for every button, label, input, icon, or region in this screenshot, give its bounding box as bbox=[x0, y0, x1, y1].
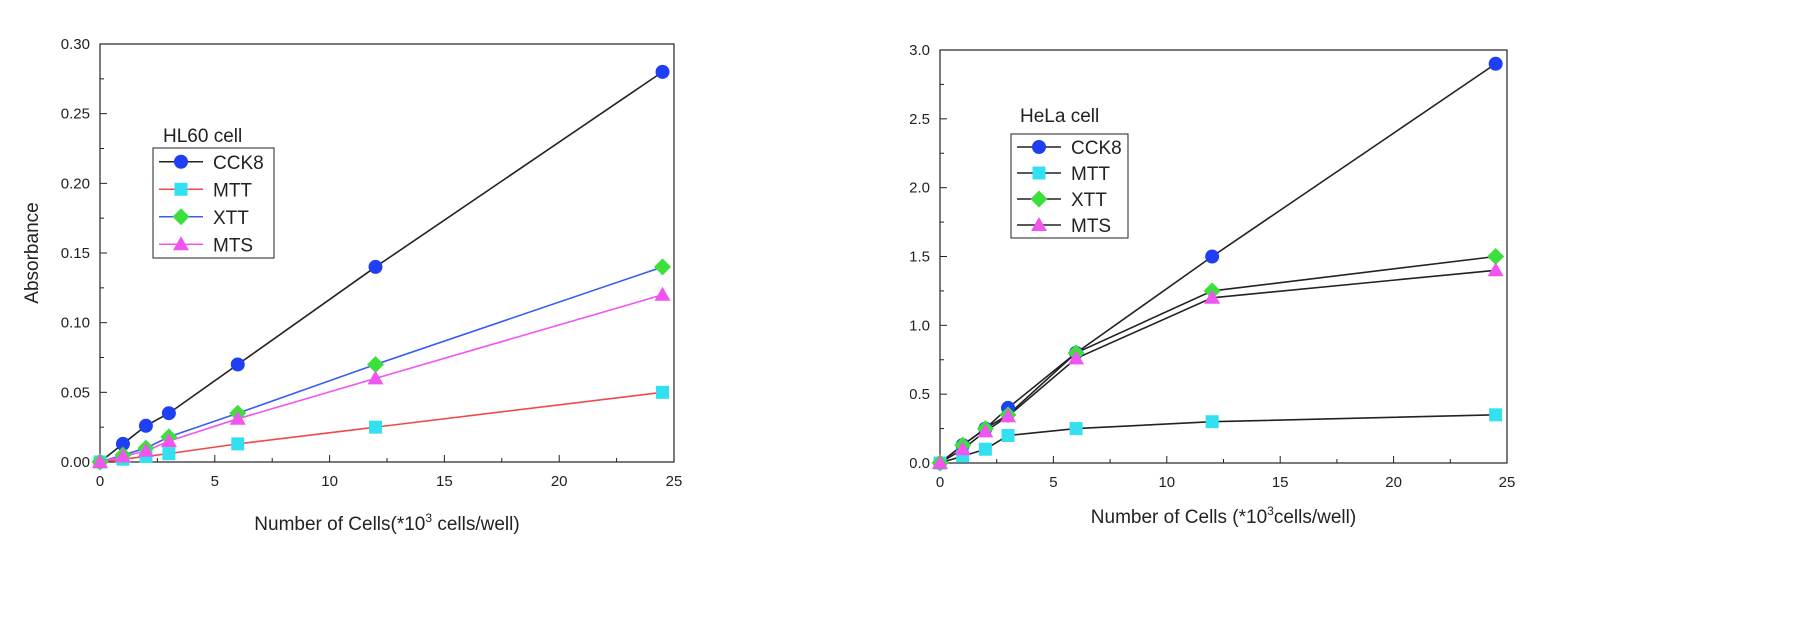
series-points-mts bbox=[932, 262, 1504, 469]
x-tick-label: 20 bbox=[551, 473, 568, 490]
data-point-mts bbox=[137, 442, 154, 457]
legend-label-mts: MTS bbox=[213, 235, 253, 256]
y-tick-label: 0.15 bbox=[61, 245, 90, 262]
data-point-mtt bbox=[369, 420, 383, 434]
x-tick-label: 20 bbox=[1385, 474, 1402, 491]
data-point-cck8 bbox=[138, 418, 153, 433]
data-point-mts bbox=[114, 448, 131, 463]
data-point-mts bbox=[92, 454, 108, 468]
data-point-xtt bbox=[654, 258, 672, 276]
data-point-mts bbox=[229, 410, 246, 425]
y-axis-title: Absorbance bbox=[22, 202, 43, 303]
legend-marker-mts bbox=[1031, 217, 1047, 231]
y-tick-label: 1.0 bbox=[910, 317, 930, 334]
legend-marker-mtt bbox=[174, 182, 188, 196]
x-tick-label: 25 bbox=[1499, 474, 1516, 491]
data-point-mts bbox=[932, 455, 948, 469]
chart-hela: 0 5 10 15 20 25 0.0 0.5 1.0 1.5 2.0 2.5 3.0 Number of… bbox=[910, 42, 1516, 528]
y-tick-label: 0.5 bbox=[910, 386, 930, 403]
data-point-mtt bbox=[231, 437, 245, 451]
data-point-xtt bbox=[367, 355, 385, 373]
series-points-mtt bbox=[93, 385, 670, 469]
data-point-mtt bbox=[1205, 415, 1219, 429]
data-point-mts bbox=[954, 441, 971, 456]
data-point-mts bbox=[977, 423, 994, 438]
legend-label-mtt: MTT bbox=[1071, 164, 1110, 185]
data-point-mts bbox=[1487, 262, 1504, 277]
data-point-mtt bbox=[1001, 428, 1015, 442]
y-tick-label: 0.10 bbox=[61, 315, 90, 332]
chart-hl60: 0 5 10 15 20 25 0.00 0.05 0.10 0.15 0.20 0.25 0.30 Nu… bbox=[22, 36, 683, 535]
data-point-mts bbox=[654, 286, 671, 301]
chart-panel-hela: 0 5 10 15 20 25 0.0 0.5 1.0 1.5 2.0 2.5 3.0 Number of… bbox=[910, 0, 1794, 642]
legend-label-xtt: XTT bbox=[213, 208, 249, 229]
series-points-xtt bbox=[931, 248, 1505, 472]
legend-box bbox=[1010, 133, 1129, 239]
x-tick-label: 5 bbox=[1049, 474, 1057, 491]
data-point-xtt bbox=[1487, 248, 1505, 265]
legend-marker-cck8 bbox=[174, 154, 188, 169]
legend-marker-cck8 bbox=[1032, 140, 1046, 154]
x-tick-label: 25 bbox=[666, 473, 683, 490]
legend-label-cck8: CCK8 bbox=[213, 153, 264, 174]
x-tick-label: 0 bbox=[96, 473, 104, 490]
legend-marker-xtt bbox=[172, 208, 190, 226]
data-point-cck8 bbox=[1205, 249, 1220, 264]
data-point-mtt bbox=[1069, 422, 1083, 436]
legend-marker-xtt bbox=[1030, 190, 1048, 208]
y-tick-label: 0.0 bbox=[910, 455, 930, 472]
legend-title: HL60 cell bbox=[163, 126, 242, 147]
legend-label-mts: MTS bbox=[1071, 216, 1111, 237]
data-point-cck8 bbox=[368, 259, 383, 274]
x-tick-label: 5 bbox=[211, 473, 219, 490]
legend-title: HeLa cell bbox=[1020, 106, 1099, 127]
legend-label-xtt: XTT bbox=[1071, 190, 1107, 211]
data-point-mts bbox=[1068, 350, 1085, 365]
chart-panel-hl60: 0 5 10 15 20 25 0.00 0.05 0.10 0.15 0.20 0.25 0.30 Nu… bbox=[0, 0, 880, 642]
y-tick-label: 1.5 bbox=[910, 249, 930, 266]
series-line-xtt bbox=[939, 255, 1496, 464]
data-point-cck8 bbox=[115, 436, 130, 451]
legend-marker-mtt bbox=[1032, 166, 1046, 180]
legend-box bbox=[152, 147, 275, 259]
legend-label-mtt: MTT bbox=[213, 180, 252, 201]
legend-label-cck8: CCK8 bbox=[1071, 138, 1122, 159]
x-tick-label: 10 bbox=[1158, 474, 1175, 491]
y-tick-label: 0.05 bbox=[61, 384, 90, 401]
data-point-mts bbox=[1204, 289, 1221, 304]
y-tick-label: 0.20 bbox=[61, 175, 90, 192]
y-tick-label: 3.0 bbox=[910, 42, 930, 59]
data-point-mtt bbox=[1489, 408, 1503, 422]
data-point-mts bbox=[367, 370, 384, 385]
x-axis-title: Number of Cells (*103cells/well) bbox=[1091, 504, 1356, 528]
y-tick-label: 2.0 bbox=[910, 180, 930, 197]
data-point-mts bbox=[160, 433, 177, 448]
y-tick-label: 0.00 bbox=[61, 454, 90, 471]
data-point-cck8 bbox=[1488, 56, 1503, 71]
legend-marker-mts bbox=[173, 236, 189, 251]
x-axis-title: Number of Cells(*103 cells/well) bbox=[254, 511, 519, 535]
x-tick-label: 15 bbox=[1272, 474, 1289, 491]
y-tick-label: 2.5 bbox=[910, 111, 930, 128]
series-line-mts bbox=[99, 294, 663, 463]
data-point-cck8 bbox=[161, 406, 176, 421]
data-point-mts bbox=[1000, 408, 1017, 423]
x-tick-label: 15 bbox=[436, 473, 453, 490]
data-point-mtt bbox=[656, 385, 670, 399]
data-point-cck8 bbox=[655, 64, 670, 79]
data-point-mtt bbox=[978, 442, 992, 456]
series-points-mts bbox=[92, 286, 671, 468]
x-tick-label: 10 bbox=[321, 473, 338, 490]
data-point-cck8 bbox=[230, 357, 245, 372]
data-point-mtt bbox=[162, 447, 176, 461]
y-tick-label: 0.30 bbox=[61, 36, 90, 53]
x-tick-label: 0 bbox=[936, 474, 944, 491]
y-tick-label: 0.25 bbox=[61, 106, 90, 123]
